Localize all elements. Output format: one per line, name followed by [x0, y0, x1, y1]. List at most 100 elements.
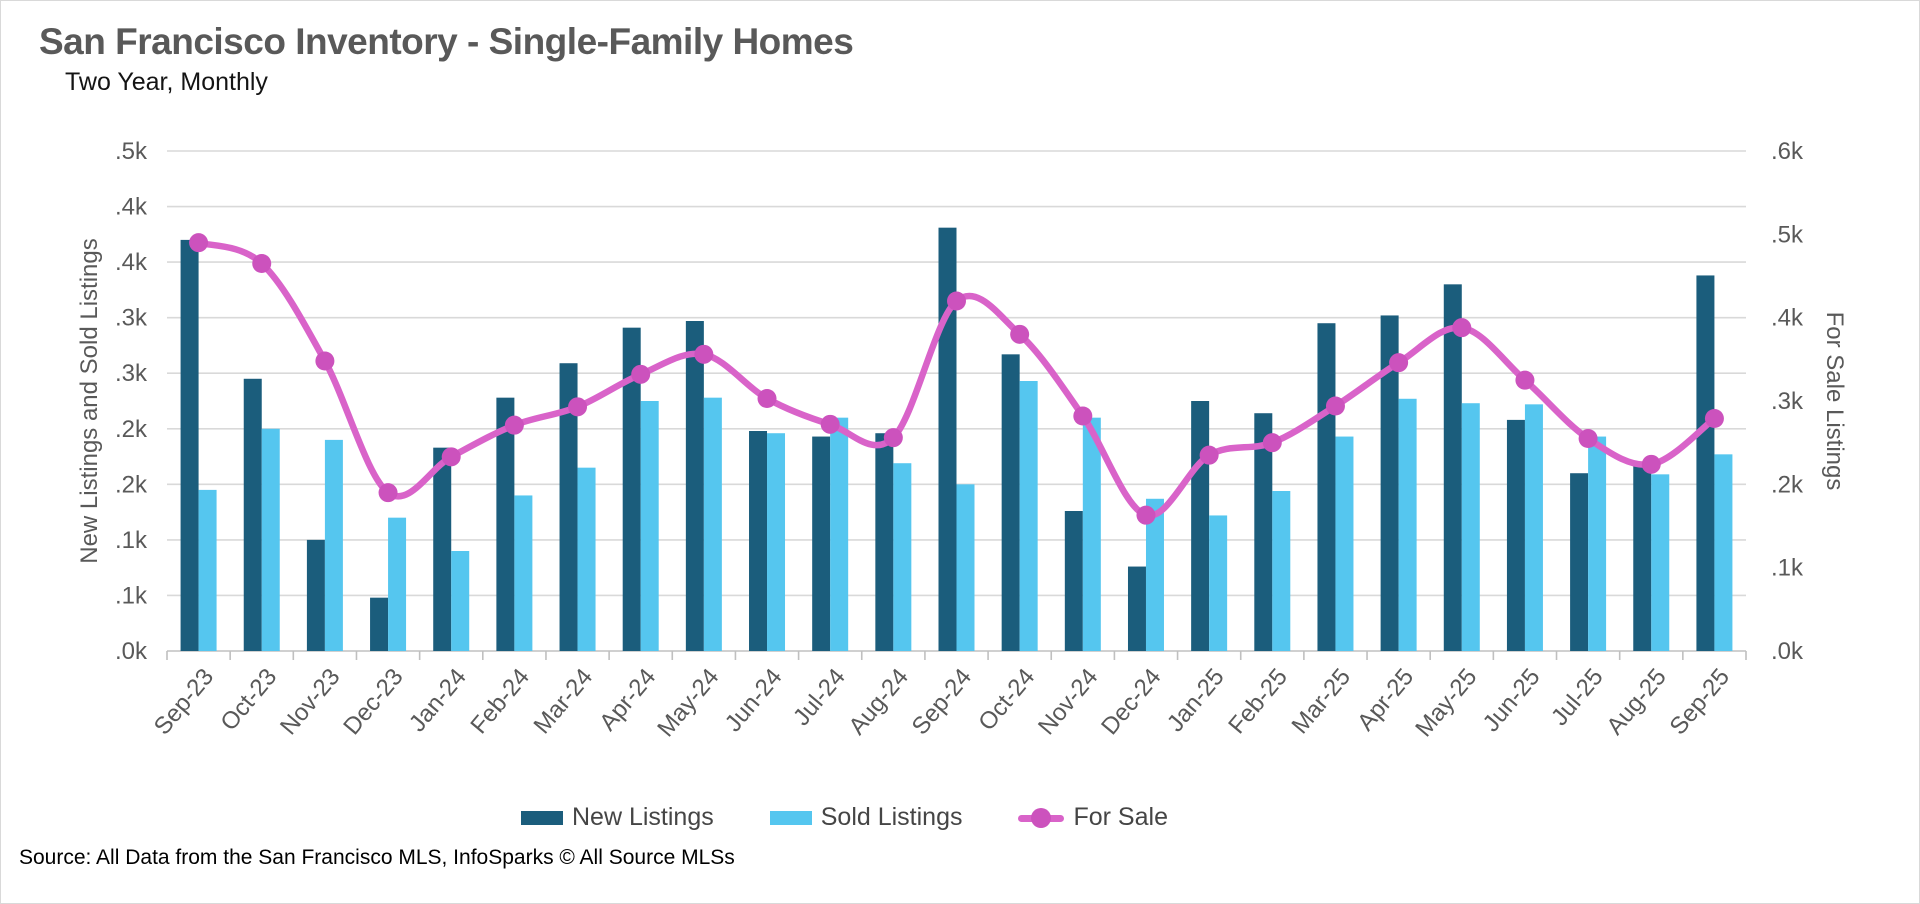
sold-listings-bar	[1651, 474, 1670, 651]
x-axis-label: Feb-25	[1223, 664, 1293, 740]
left-axis-tick-label: .3k	[115, 305, 148, 332]
sold-listings-bar	[640, 401, 659, 651]
for-sale-marker	[820, 414, 840, 434]
new-listings-bar	[370, 597, 389, 651]
for-sale-marker	[1389, 353, 1409, 373]
for-sale-marker	[1325, 396, 1345, 416]
sold-listings-swatch-icon	[769, 810, 812, 825]
new-listings-bar	[1191, 401, 1210, 651]
for-sale-marker	[694, 344, 714, 364]
x-axis-label: Jun-24	[720, 664, 788, 738]
sold-listings-bar	[1145, 498, 1164, 651]
x-axis-label: Oct-24	[973, 664, 1040, 737]
new-listings-bar	[243, 378, 262, 651]
sold-listings-bar	[577, 467, 596, 651]
legend-item-new-listings: New Listings	[521, 803, 714, 832]
x-axis-label: Sep-24	[907, 664, 977, 741]
legend-label: Sold Listings	[820, 803, 963, 831]
new-listings-bar	[812, 436, 831, 651]
for-sale-marker	[504, 415, 524, 435]
x-axis-label: Aug-24	[844, 664, 914, 741]
new-listings-bar	[1443, 284, 1462, 651]
right-axis-tick-label: .4k	[1771, 305, 1804, 332]
left-axis-tick-label: .2k	[115, 416, 148, 443]
new-listings-bar	[306, 539, 325, 651]
new-listings-bar	[180, 239, 199, 651]
for-sale-marker	[1262, 433, 1282, 453]
for-sale-marker	[1010, 324, 1030, 344]
x-axis-label: Dec-23	[338, 664, 408, 741]
chart-subtitle: Two Year, Monthly	[65, 68, 268, 96]
x-axis-label: Sep-23	[149, 664, 219, 741]
left-axis-tick-label: .4k	[115, 194, 148, 221]
x-axis-label: Dec-24	[1096, 664, 1166, 741]
new-listings-swatch-icon	[521, 810, 563, 825]
new-listings-bar	[433, 447, 452, 651]
new-listings-bar	[749, 431, 768, 651]
for-sale-marker	[1136, 505, 1156, 525]
sold-listings-bar	[1714, 454, 1733, 651]
legend-item-for-sale: For Sale	[1018, 803, 1168, 832]
sold-listings-bar	[1588, 436, 1607, 651]
x-axis-label: Jan-24	[404, 664, 472, 738]
for-sale-marker	[631, 364, 651, 384]
left-axis-tick-label: .1k	[115, 582, 148, 609]
sold-listings-bar	[767, 433, 786, 651]
for-sale-marker	[189, 233, 209, 253]
sold-listings-bar	[893, 463, 912, 651]
sold-listings-bar	[261, 428, 280, 651]
new-listings-bar	[1317, 323, 1336, 651]
for-sale-marker	[252, 254, 272, 273]
sold-listings-bar	[830, 417, 849, 651]
sold-listings-bar	[324, 439, 343, 651]
for-sale-marker	[1515, 370, 1535, 390]
for-sale-marker	[441, 447, 461, 467]
new-listings-bar	[1127, 566, 1146, 651]
x-axis-label: Jun-25	[1478, 664, 1546, 738]
sold-listings-bar	[1461, 403, 1480, 651]
sold-listings-bar	[1524, 404, 1543, 651]
for-sale-marker	[1452, 318, 1472, 338]
x-axis-label: Mar-25	[1287, 664, 1357, 740]
x-axis-label: Jul-24	[788, 664, 851, 731]
sold-listings-bar	[198, 489, 217, 651]
for-sale-marker	[1073, 406, 1093, 426]
for-sale-marker	[1641, 454, 1661, 474]
sold-listings-bar	[388, 517, 407, 651]
left-axis-tick-label: .1k	[115, 527, 148, 554]
new-listings-bar	[1380, 315, 1399, 651]
right-axis-tick-label: .6k	[1771, 138, 1804, 165]
x-axis-label: Nov-24	[1033, 664, 1103, 741]
x-axis-label: Jul-25	[1546, 664, 1609, 731]
x-axis-label: Feb-24	[465, 664, 535, 740]
for-sale-marker	[757, 389, 777, 408]
left-axis-tick-label: .0k	[115, 638, 148, 665]
new-listings-bar	[938, 227, 957, 651]
right-axis-tick-label: .5k	[1771, 221, 1804, 248]
new-listings-bar	[1064, 511, 1083, 651]
right-axis-tick-label: .0k	[1771, 638, 1804, 665]
sold-listings-bar	[451, 551, 470, 651]
left-axis-tick-label: .3k	[115, 360, 148, 387]
x-axis-label: Oct-23	[215, 664, 282, 737]
new-listings-bar	[1696, 275, 1715, 651]
sold-listings-bar	[1019, 381, 1038, 651]
for-sale-line-swatch-icon	[1018, 807, 1065, 828]
new-listings-bar	[685, 321, 704, 651]
legend-item-sold-listings: Sold Listings	[769, 803, 963, 832]
x-axis-label: Mar-24	[529, 664, 599, 740]
new-listings-bar	[496, 397, 515, 651]
for-sale-marker	[1704, 409, 1724, 428]
for-sale-line	[195, 239, 1718, 519]
new-listings-bar	[622, 327, 641, 651]
sold-listings-bar	[956, 484, 975, 651]
for-sale-marker	[947, 291, 966, 311]
new-listings-bar	[1570, 473, 1589, 651]
right-axis-tick-label: .3k	[1771, 388, 1804, 415]
for-sale-marker	[1199, 445, 1219, 465]
x-axis-label: May-24	[652, 664, 724, 743]
left-axis-tick-label: .4k	[115, 249, 148, 276]
left-axis-tick-label: .2k	[115, 471, 148, 498]
sold-listings-bar	[1272, 491, 1291, 651]
